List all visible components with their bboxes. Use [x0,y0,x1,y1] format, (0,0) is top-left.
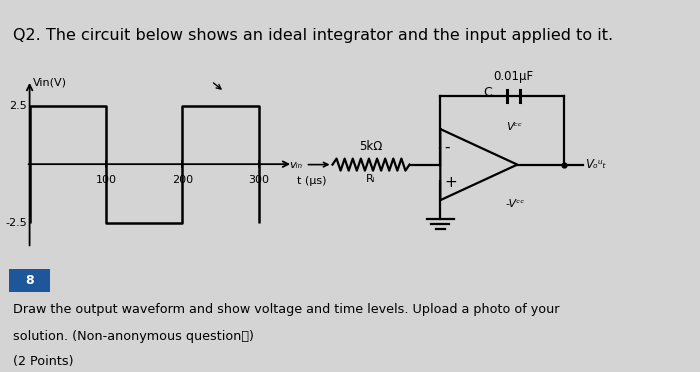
Text: Vin(V): Vin(V) [33,78,66,88]
Text: 2.5: 2.5 [10,101,27,111]
Text: 300: 300 [248,175,270,185]
Text: Draw the output waveform and show voltage and time levels. Upload a photo of you: Draw the output waveform and show voltag… [13,303,559,316]
Text: Q2. The circuit below shows an ideal integrator and the input applied to it.: Q2. The circuit below shows an ideal int… [13,28,612,43]
Text: 8: 8 [25,274,34,287]
Text: -: - [444,140,449,154]
Text: 5kΩ: 5kΩ [359,140,383,153]
Text: Vᶜᶜ: Vᶜᶜ [505,122,522,132]
Text: 0.01μF: 0.01μF [494,70,533,83]
Text: +: + [444,175,457,190]
Text: -2.5: -2.5 [6,218,27,228]
Text: Vₒᵘₜ: Vₒᵘₜ [584,158,606,171]
Text: Rᵢ: Rᵢ [366,174,376,184]
Text: C: C [484,86,492,99]
Text: 200: 200 [172,175,193,185]
Text: solution. (Non-anonymous questionⓘ): solution. (Non-anonymous questionⓘ) [13,330,253,343]
Text: -Vᶜᶜ: -Vᶜᶜ [505,199,525,209]
Text: (2 Points): (2 Points) [13,355,73,368]
FancyBboxPatch shape [9,269,50,292]
Text: vᵢₙ: vᵢₙ [289,160,302,170]
Text: 100: 100 [95,175,116,185]
Text: t (μs): t (μs) [297,176,326,186]
